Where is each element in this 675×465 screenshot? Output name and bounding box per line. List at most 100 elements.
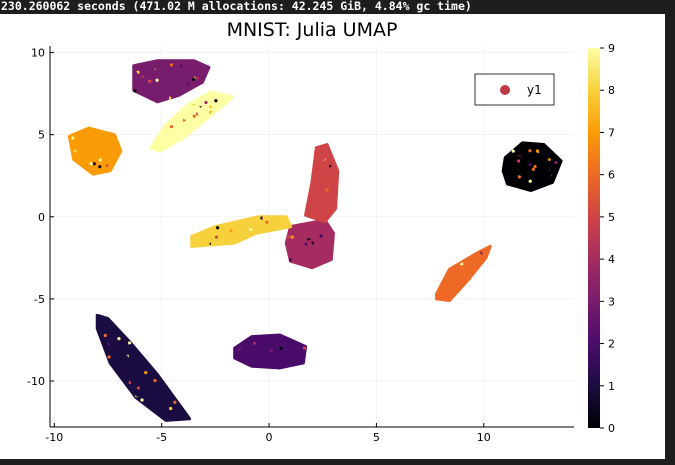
data-point bbox=[205, 110, 209, 114]
data-point bbox=[314, 197, 318, 201]
data-point bbox=[210, 111, 214, 115]
data-point bbox=[323, 152, 328, 156]
data-point bbox=[116, 332, 120, 336]
data-point bbox=[264, 225, 268, 229]
data-point bbox=[286, 235, 290, 239]
data-point bbox=[323, 237, 327, 241]
data-point bbox=[242, 222, 246, 226]
data-point bbox=[109, 341, 113, 345]
data-point bbox=[162, 132, 166, 137]
data-point bbox=[306, 221, 310, 226]
data-point bbox=[502, 172, 507, 176]
data-point bbox=[290, 352, 294, 356]
data-point bbox=[200, 67, 205, 71]
data-point bbox=[207, 234, 211, 238]
data-point bbox=[278, 220, 282, 225]
data-point bbox=[162, 143, 166, 147]
data-point bbox=[440, 282, 444, 286]
data-point bbox=[198, 62, 202, 66]
data-point bbox=[309, 242, 313, 246]
data-point bbox=[96, 167, 100, 171]
data-point bbox=[214, 241, 218, 245]
data-point bbox=[171, 90, 175, 94]
data-point bbox=[237, 223, 241, 228]
data-point bbox=[318, 198, 323, 203]
data-point bbox=[185, 113, 189, 118]
data-point bbox=[297, 261, 301, 265]
data-point bbox=[71, 147, 75, 151]
data-point bbox=[145, 365, 149, 370]
data-point bbox=[71, 136, 75, 140]
data-point bbox=[256, 342, 260, 346]
data-point bbox=[137, 360, 141, 364]
data-point bbox=[167, 71, 171, 75]
data-point bbox=[554, 160, 558, 165]
cluster-3 bbox=[132, 59, 211, 104]
data-point bbox=[120, 338, 124, 342]
data-point bbox=[137, 396, 141, 400]
data-point bbox=[311, 221, 315, 225]
data-point bbox=[135, 81, 139, 86]
data-point bbox=[277, 366, 281, 370]
data-point bbox=[236, 346, 240, 350]
data-point bbox=[291, 363, 295, 367]
data-point bbox=[203, 72, 207, 76]
data-point bbox=[268, 358, 272, 362]
scatter-points bbox=[67, 59, 563, 422]
data-point bbox=[505, 173, 509, 177]
data-point bbox=[138, 68, 142, 72]
data-point bbox=[517, 159, 521, 163]
data-point bbox=[168, 130, 172, 134]
data-point bbox=[138, 393, 142, 398]
data-point bbox=[181, 414, 185, 418]
data-point bbox=[311, 230, 315, 234]
data-point bbox=[167, 134, 171, 139]
data-point bbox=[72, 157, 77, 161]
data-point bbox=[318, 259, 322, 264]
data-point bbox=[224, 99, 228, 104]
data-point bbox=[546, 176, 550, 180]
data-point bbox=[531, 171, 535, 175]
data-point bbox=[538, 176, 542, 180]
data-point bbox=[94, 130, 98, 135]
data-point bbox=[291, 238, 295, 242]
colorbar-tick-label: 9 bbox=[608, 42, 615, 55]
data-point bbox=[143, 384, 148, 388]
data-point bbox=[331, 232, 335, 236]
data-point bbox=[253, 218, 257, 222]
data-point bbox=[266, 350, 270, 354]
data-point bbox=[117, 342, 121, 346]
data-point bbox=[176, 81, 180, 86]
data-point bbox=[438, 287, 442, 291]
data-point bbox=[176, 410, 180, 414]
data-point bbox=[244, 352, 248, 356]
cluster-8 bbox=[190, 215, 293, 248]
data-point bbox=[110, 133, 115, 137]
data-point bbox=[322, 156, 326, 160]
data-point bbox=[114, 155, 118, 159]
data-point bbox=[189, 66, 193, 70]
data-point bbox=[157, 85, 162, 89]
data-point bbox=[184, 120, 188, 124]
data-point bbox=[201, 113, 205, 118]
data-point bbox=[289, 228, 293, 232]
data-point bbox=[199, 238, 204, 242]
data-point bbox=[519, 156, 523, 160]
data-point bbox=[164, 388, 168, 392]
data-point bbox=[125, 347, 129, 351]
data-point bbox=[278, 339, 282, 343]
legend-label: y1 bbox=[527, 83, 542, 97]
data-point bbox=[151, 144, 155, 149]
data-point bbox=[221, 239, 225, 243]
data-point bbox=[531, 174, 535, 178]
data-point bbox=[297, 239, 301, 244]
data-point bbox=[324, 162, 328, 167]
data-point bbox=[292, 259, 296, 263]
data-point bbox=[290, 235, 294, 239]
data-point bbox=[153, 141, 158, 145]
data-point bbox=[133, 378, 137, 382]
data-point bbox=[306, 241, 311, 245]
data-point bbox=[196, 97, 200, 101]
data-point bbox=[249, 223, 253, 227]
data-point bbox=[170, 122, 174, 126]
